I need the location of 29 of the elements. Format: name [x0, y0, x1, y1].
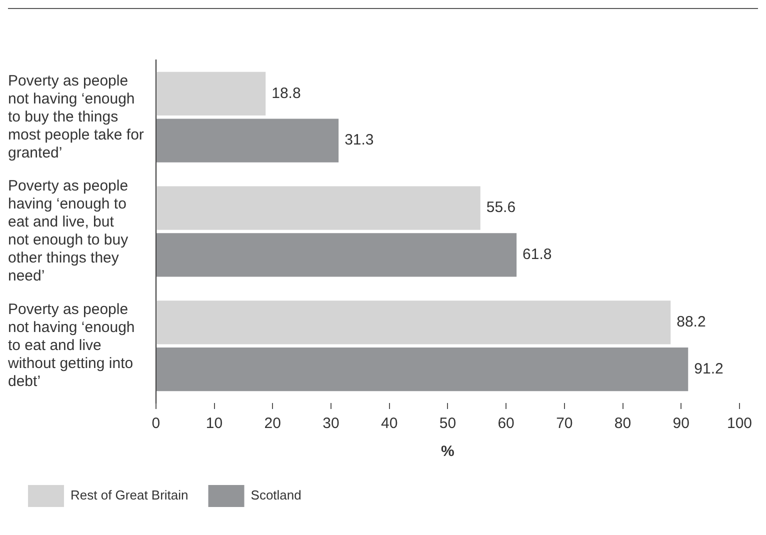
legend-label: Rest of Great Britain	[70, 488, 188, 503]
data-label: 88.2	[676, 314, 706, 331]
x-tick-label: 70	[556, 415, 573, 432]
data-label: 18.8	[272, 84, 301, 102]
legend-label: Scotland	[250, 488, 302, 503]
x-tick-label: 90	[672, 415, 690, 432]
bar	[156, 186, 480, 230]
x-tick-label: 40	[380, 415, 398, 432]
bar	[156, 300, 671, 344]
x-axis-title: %	[441, 443, 454, 460]
x-tick-label: 100	[726, 415, 752, 432]
x-tick-label: 10	[206, 415, 223, 432]
bar	[156, 347, 688, 392]
x-tick-label: 80	[614, 415, 632, 432]
x-tick-label: 50	[439, 415, 456, 432]
data-label: 91.2	[694, 360, 724, 378]
data-label: 55.6	[486, 199, 516, 216]
data-label: 61.8	[522, 246, 552, 264]
y-tick-label: Poverty as people not having ‘enough to buy the things most people take for granted’	[8, 72, 144, 162]
bar	[156, 233, 517, 277]
bar	[156, 118, 339, 162]
data-label: 31.3	[344, 132, 374, 149]
y-tick-label: Poverty as people having ‘enough to eat and live, but not enough to buy other things they need’	[8, 178, 129, 285]
x-tick-label: 30	[322, 415, 340, 432]
x-tick-label: 0	[152, 415, 160, 432]
bar	[156, 72, 266, 116]
x-tick-label: 60	[498, 415, 514, 432]
y-tick-label: Poverty as people not having ‘enough to eat and live without getting into debt’	[7, 300, 135, 390]
x-tick-label: 20	[264, 415, 281, 432]
